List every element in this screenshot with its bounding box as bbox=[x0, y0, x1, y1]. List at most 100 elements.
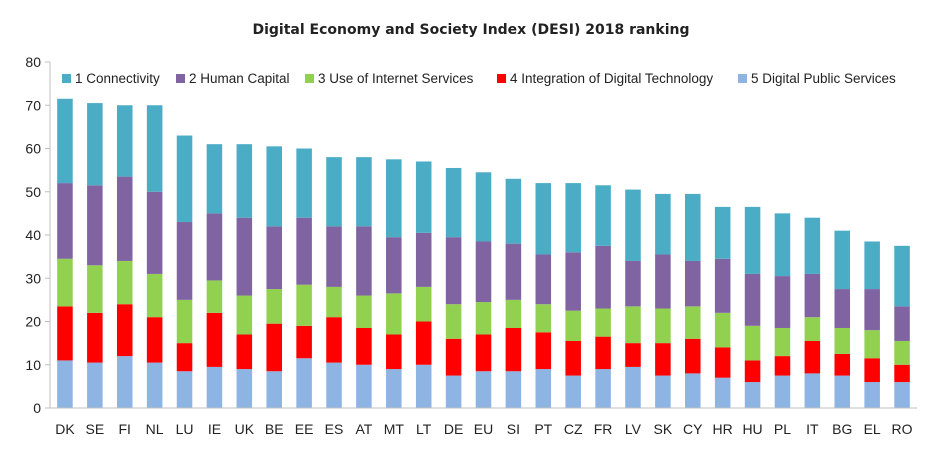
x-tick-label: EL bbox=[864, 421, 881, 437]
legend-swatch bbox=[738, 74, 747, 83]
bar-segment-lv-1 bbox=[625, 366, 641, 408]
bar-segment-mt-3 bbox=[386, 293, 402, 335]
legend-item-5: 5 Digital Public Services bbox=[738, 71, 896, 86]
bar-segment-el-2 bbox=[864, 358, 880, 383]
bar-segment-se-3 bbox=[87, 265, 103, 313]
y-tick-label: 40 bbox=[25, 227, 41, 243]
bar-segment-pt-4 bbox=[535, 254, 552, 305]
bar-segment-ee-4 bbox=[296, 217, 312, 285]
bar-segment-cy-2 bbox=[685, 338, 701, 374]
bar-segment-pt-5 bbox=[535, 183, 552, 255]
legend-item-2: 2 Human Capital bbox=[176, 71, 290, 86]
bar-segment-fi-3 bbox=[116, 260, 133, 305]
bar-stack-cy bbox=[685, 193, 701, 408]
bar-segment-uk-4 bbox=[236, 217, 253, 296]
bar-segment-fr-3 bbox=[595, 308, 611, 337]
bar-stack-lu bbox=[176, 135, 193, 408]
x-tick-label: EU bbox=[474, 421, 493, 437]
bar-segment-sk-2 bbox=[655, 343, 671, 376]
x-tick-label: FI bbox=[119, 421, 131, 437]
bar-segment-ie-3 bbox=[206, 280, 223, 313]
bar-segment-se-4 bbox=[87, 185, 103, 266]
bar-stack-hr bbox=[714, 206, 731, 408]
bar-segment-ro-2 bbox=[894, 364, 910, 383]
bar-segment-be-2 bbox=[266, 323, 282, 372]
bar-segment-sk-1 bbox=[655, 375, 671, 408]
bar-segment-fi-5 bbox=[116, 105, 133, 177]
bar-segment-dk-1 bbox=[57, 360, 73, 408]
legend-swatch bbox=[305, 74, 314, 83]
bar-segment-de-4 bbox=[445, 237, 462, 305]
bar-segment-mt-2 bbox=[386, 334, 402, 370]
x-tick-label: LU bbox=[176, 421, 194, 437]
x-tick-label: IT bbox=[806, 421, 819, 437]
bar-segment-mt-4 bbox=[386, 237, 402, 294]
bar-segment-hu-2 bbox=[744, 360, 761, 383]
bar-segment-bg-5 bbox=[834, 230, 851, 290]
bar-segment-eu-5 bbox=[475, 172, 492, 242]
bar-segment-lu-5 bbox=[176, 135, 193, 223]
bar-stack-ro bbox=[894, 245, 910, 408]
bar-segment-sk-4 bbox=[655, 254, 671, 309]
bar-segment-cz-3 bbox=[565, 310, 581, 341]
bar-stack-de bbox=[445, 167, 462, 408]
bar-segment-ro-3 bbox=[894, 340, 910, 365]
x-tick-label: NL bbox=[146, 421, 164, 437]
bar-segment-at-2 bbox=[356, 327, 372, 365]
bar-stack-el bbox=[864, 241, 880, 408]
legend-label: 3 Use of Internet Services bbox=[318, 71, 474, 86]
bar-segment-cz-1 bbox=[565, 375, 581, 408]
bar-segment-at-5 bbox=[356, 157, 372, 227]
bar-segment-bg-1 bbox=[834, 375, 851, 408]
bar-segment-lv-4 bbox=[625, 260, 641, 307]
bar-segment-uk-1 bbox=[236, 369, 253, 408]
bar-stack-lt bbox=[415, 161, 432, 408]
y-tick-label: 10 bbox=[25, 357, 41, 373]
bar-segment-it-3 bbox=[804, 317, 821, 341]
bar-segment-de-2 bbox=[445, 338, 462, 376]
bar-segment-be-1 bbox=[266, 371, 282, 408]
bar-segment-ie-2 bbox=[206, 312, 223, 367]
bar-segment-mt-1 bbox=[386, 369, 402, 408]
bar-segment-mt-5 bbox=[386, 159, 402, 238]
bar-segment-lv-2 bbox=[625, 343, 641, 367]
bar-stack-be bbox=[266, 146, 282, 408]
bar-segment-lt-2 bbox=[415, 321, 432, 365]
bar-segment-bg-3 bbox=[834, 327, 851, 354]
legend-label: 5 Digital Public Services bbox=[751, 71, 896, 86]
bar-segment-uk-2 bbox=[236, 334, 253, 370]
y-axis: 0 10 20 30 40 50 60 70 80 bbox=[25, 54, 51, 416]
x-tick-label: CZ bbox=[564, 421, 583, 437]
y-tick-label: 20 bbox=[25, 314, 41, 330]
bar-segment-de-3 bbox=[445, 304, 462, 339]
bar-segment-nl-5 bbox=[146, 105, 163, 192]
x-tick-label: AT bbox=[355, 421, 372, 437]
bar-stack-lv bbox=[625, 189, 641, 408]
bar-segment-se-5 bbox=[87, 103, 103, 186]
x-tick-label: SI bbox=[507, 421, 520, 437]
bar-segment-at-3 bbox=[356, 295, 372, 328]
x-tick-label: ES bbox=[325, 421, 344, 437]
bar-segment-cy-4 bbox=[685, 260, 701, 307]
bar-stack-sk bbox=[655, 193, 671, 408]
bar-segment-si-5 bbox=[505, 178, 522, 244]
x-axis: DK SE FI NL LU IE UK BE EE ES AT MT LT DE EU SI PT CZ FR LV… bbox=[50, 407, 917, 437]
bar-stack-pl bbox=[774, 213, 791, 408]
x-tick-label: HR bbox=[713, 421, 733, 437]
bar-segment-cz-5 bbox=[565, 183, 581, 253]
bar-stack-ee bbox=[296, 148, 312, 408]
bar-segment-ee-2 bbox=[296, 325, 312, 359]
bar-segment-lt-4 bbox=[415, 232, 432, 287]
bar-segment-si-2 bbox=[505, 327, 522, 372]
bar-segment-hu-1 bbox=[744, 382, 761, 408]
x-tick-label: DK bbox=[55, 421, 75, 437]
bar-segment-fr-4 bbox=[595, 245, 611, 309]
legend-item-1: 1 Connectivity bbox=[62, 71, 160, 86]
bar-segment-el-4 bbox=[864, 289, 880, 331]
bar-segment-de-5 bbox=[445, 167, 462, 238]
x-tick-label: HU bbox=[742, 421, 762, 437]
bar-segment-ee-1 bbox=[296, 358, 312, 408]
bar-stack-es bbox=[326, 157, 342, 408]
bar-segment-cy-3 bbox=[685, 306, 701, 339]
legend-swatch bbox=[176, 74, 185, 83]
